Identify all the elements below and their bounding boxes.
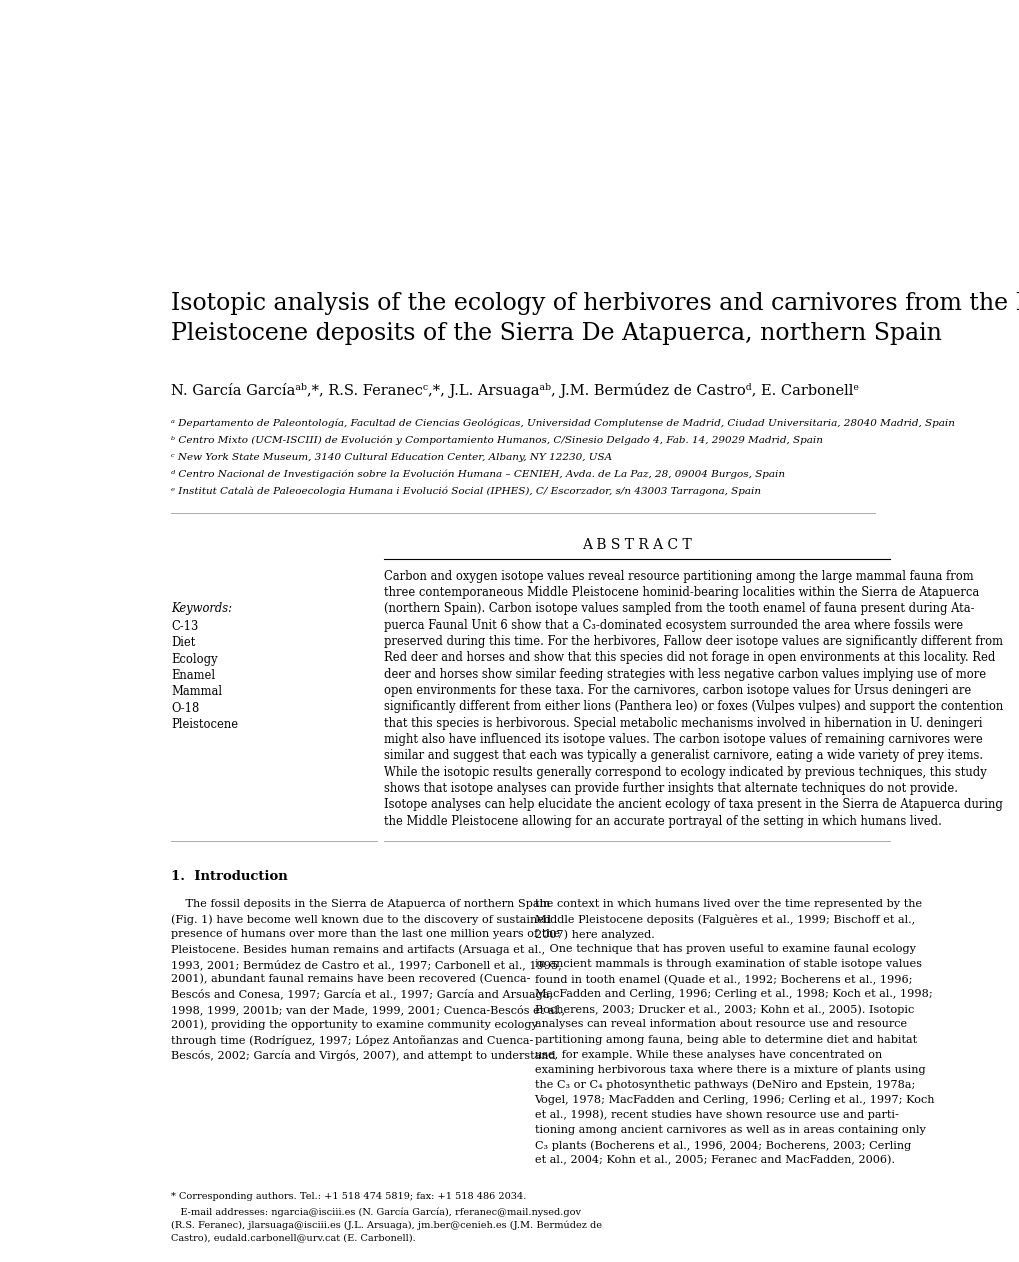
Text: 2007) here analyzed.: 2007) here analyzed. — [534, 929, 654, 940]
Text: C-13: C-13 — [171, 620, 198, 634]
Text: Pleistocene: Pleistocene — [171, 718, 237, 731]
Text: significantly different from either lions (Panthera leo) or foxes (Vulpes vulpes: significantly different from either lion… — [384, 700, 1003, 713]
Text: (R.S. Feranec), jlarsuaga@isciii.es (J.L. Arsuaga), jm.ber@cenieh.es (J.M. Bermú: (R.S. Feranec), jlarsuaga@isciii.es (J.L… — [171, 1220, 601, 1229]
Text: (Fig. 1) have become well known due to the discovery of sustained: (Fig. 1) have become well known due to t… — [171, 914, 550, 925]
Text: C₃ plants (Bocherens et al., 1996, 2004; Bocherens, 2003; Cerling: C₃ plants (Bocherens et al., 1996, 2004;… — [534, 1140, 910, 1151]
Text: Bescós, 2002; García and Virgós, 2007), and attempt to understand: Bescós, 2002; García and Virgós, 2007), … — [171, 1050, 555, 1060]
Text: partitioning among fauna, being able to determine diet and habitat: partitioning among fauna, being able to … — [534, 1035, 916, 1045]
Text: in ancient mammals is through examination of stable isotope values: in ancient mammals is through examinatio… — [534, 959, 921, 969]
Text: ᵉ Institut Català de Paleoecologia Humana i Evolució Social (IPHES), C/ Escorzad: ᵉ Institut Català de Paleoecologia Human… — [171, 487, 760, 496]
Text: the context in which humans lived over the time represented by the: the context in which humans lived over t… — [534, 899, 921, 909]
Text: ᵈ Centro Nacional de Investigación sobre la Evolución Humana – CENIEH, Avda. de : ᵈ Centro Nacional de Investigación sobre… — [171, 469, 785, 480]
Text: 2001), abundant faunal remains have been recovered (Cuenca-: 2001), abundant faunal remains have been… — [171, 974, 530, 984]
Text: Bocherens, 2003; Drucker et al., 2003; Kohn et al., 2005). Isotopic: Bocherens, 2003; Drucker et al., 2003; K… — [534, 1005, 913, 1015]
Text: shows that isotope analyses can provide further insights that alternate techniqu: shows that isotope analyses can provide … — [384, 782, 958, 795]
Text: A B S T R A C T: A B S T R A C T — [582, 538, 692, 551]
Text: Enamel: Enamel — [171, 669, 215, 681]
Text: 2001), providing the opportunity to examine community ecology: 2001), providing the opportunity to exam… — [171, 1020, 537, 1030]
Text: the Middle Pleistocene allowing for an accurate portrayal of the setting in whic: the Middle Pleistocene allowing for an a… — [384, 815, 942, 828]
Text: examining herbivorous taxa where there is a mixture of plants using: examining herbivorous taxa where there i… — [534, 1065, 924, 1075]
Text: While the isotopic results generally correspond to ecology indicated by previous: While the isotopic results generally cor… — [384, 766, 986, 779]
Text: use, for example. While these analyses have concentrated on: use, for example. While these analyses h… — [534, 1050, 881, 1060]
Text: Diet: Diet — [171, 636, 196, 649]
Text: Middle Pleistocene deposits (Falguères et al., 1999; Bischoff et al.,: Middle Pleistocene deposits (Falguères e… — [534, 914, 914, 925]
Text: Bescós and Conesa, 1997; García et al., 1997; García and Arsuaga,: Bescós and Conesa, 1997; García et al., … — [171, 989, 552, 1001]
Text: Red deer and horses and show that this species did not forage in open environmen: Red deer and horses and show that this s… — [384, 651, 995, 664]
Text: Carbon and oxygen isotope values reveal resource partitioning among the large ma: Carbon and oxygen isotope values reveal … — [384, 569, 973, 583]
Text: preserved during this time. For the herbivores, Fallow deer isotope values are s: preserved during this time. For the herb… — [384, 635, 1003, 649]
Text: O-18: O-18 — [171, 702, 199, 714]
Text: (northern Spain). Carbon isotope values sampled from the tooth enamel of fauna p: (northern Spain). Carbon isotope values … — [384, 602, 974, 616]
Text: Castro), eudald.carbonell@urv.cat (E. Carbonell).: Castro), eudald.carbonell@urv.cat (E. Ca… — [171, 1233, 416, 1242]
Text: ᵃ Departamento de Paleontología, Facultad de Ciencias Geológicas, Universidad Co: ᵃ Departamento de Paleontología, Faculta… — [171, 419, 954, 428]
Text: might also have influenced its isotope values. The carbon isotope values of rema: might also have influenced its isotope v… — [384, 733, 982, 746]
Text: Isotopic analysis of the ecology of herbivores and carnivores from the Middle
Pl: Isotopic analysis of the ecology of herb… — [171, 293, 1019, 345]
Text: analyses can reveal information about resource use and resource: analyses can reveal information about re… — [534, 1020, 906, 1030]
Text: Ecology: Ecology — [171, 652, 217, 665]
Text: similar and suggest that each was typically a generalist carnivore, eating a wid: similar and suggest that each was typica… — [384, 750, 982, 762]
Text: through time (Rodríguez, 1997; López Antoñanzas and Cuenca-: through time (Rodríguez, 1997; López Ant… — [171, 1035, 533, 1045]
Text: et al., 1998), recent studies have shown resource use and parti-: et al., 1998), recent studies have shown… — [534, 1109, 898, 1121]
Text: N. García Garcíaᵃᵇ,*, R.S. Feranecᶜ,*, J.L. Arsuagaᵃᵇ, J.M. Bermúdez de Castroᵈ,: N. García Garcíaᵃᵇ,*, R.S. Feranecᶜ,*, J… — [171, 382, 858, 398]
Text: Keywords:: Keywords: — [171, 602, 231, 616]
Text: that this species is herbivorous. Special metabolic mechanisms involved in hiber: that this species is herbivorous. Specia… — [384, 717, 982, 729]
Text: open environments for these taxa. For the carnivores, carbon isotope values for : open environments for these taxa. For th… — [384, 684, 971, 697]
Text: the C₃ or C₄ photosynthetic pathways (DeNiro and Epstein, 1978a;: the C₃ or C₄ photosynthetic pathways (De… — [534, 1080, 914, 1090]
Text: 1998, 1999, 2001b; van der Made, 1999, 2001; Cuenca-Bescós et al.,: 1998, 1999, 2001b; van der Made, 1999, 2… — [171, 1005, 565, 1015]
Text: three contemporaneous Middle Pleistocene hominid-bearing localities within the S: three contemporaneous Middle Pleistocene… — [384, 586, 978, 599]
Text: MacFadden and Cerling, 1996; Cerling et al., 1998; Koch et al., 1998;: MacFadden and Cerling, 1996; Cerling et … — [534, 989, 931, 1000]
Text: found in tooth enamel (Quade et al., 1992; Bocherens et al., 1996;: found in tooth enamel (Quade et al., 199… — [534, 974, 911, 984]
Text: The fossil deposits in the Sierra de Atapuerca of northern Spain: The fossil deposits in the Sierra de Ata… — [171, 899, 550, 909]
Text: Mammal: Mammal — [171, 685, 222, 698]
Text: 1.  Introduction: 1. Introduction — [171, 870, 287, 883]
Text: 1993, 2001; Bermúdez de Castro et al., 1997; Carbonell et al., 1995,: 1993, 2001; Bermúdez de Castro et al., 1… — [171, 959, 561, 970]
Text: * Corresponding authors. Tel.: +1 518 474 5819; fax: +1 518 486 2034.: * Corresponding authors. Tel.: +1 518 47… — [171, 1193, 526, 1201]
Text: deer and horses show similar feeding strategies with less negative carbon values: deer and horses show similar feeding str… — [384, 668, 985, 680]
Text: ᵇ Centro Mixto (UCM-ISCIII) de Evolución y Comportamiento Humanos, C/Sinesio Del: ᵇ Centro Mixto (UCM-ISCIII) de Evolución… — [171, 435, 822, 445]
Text: ᶜ New York State Museum, 3140 Cultural Education Center, Albany, NY 12230, USA: ᶜ New York State Museum, 3140 Cultural E… — [171, 453, 611, 462]
Text: Pleistocene. Besides human remains and artifacts (Arsuaga et al.,: Pleistocene. Besides human remains and a… — [171, 944, 544, 955]
Text: tioning among ancient carnivores as well as in areas containing only: tioning among ancient carnivores as well… — [534, 1124, 924, 1135]
Text: presence of humans over more than the last one million years of the: presence of humans over more than the la… — [171, 929, 559, 939]
Text: puerca Faunal Unit 6 show that a C₃-dominated ecosystem surrounded the area wher: puerca Faunal Unit 6 show that a C₃-domi… — [384, 618, 963, 632]
Text: Vogel, 1978; MacFadden and Cerling, 1996; Cerling et al., 1997; Koch: Vogel, 1978; MacFadden and Cerling, 1996… — [534, 1095, 934, 1104]
Text: Isotope analyses can help elucidate the ancient ecology of taxa present in the S: Isotope analyses can help elucidate the … — [384, 799, 1003, 811]
Text: E-mail addresses: ngarcia@isciii.es (N. García García), rferanec@mail.nysed.gov: E-mail addresses: ngarcia@isciii.es (N. … — [171, 1206, 581, 1217]
Text: et al., 2004; Kohn et al., 2005; Feranec and MacFadden, 2006).: et al., 2004; Kohn et al., 2005; Feranec… — [534, 1155, 894, 1165]
Text: One technique that has proven useful to examine faunal ecology: One technique that has proven useful to … — [534, 944, 915, 954]
